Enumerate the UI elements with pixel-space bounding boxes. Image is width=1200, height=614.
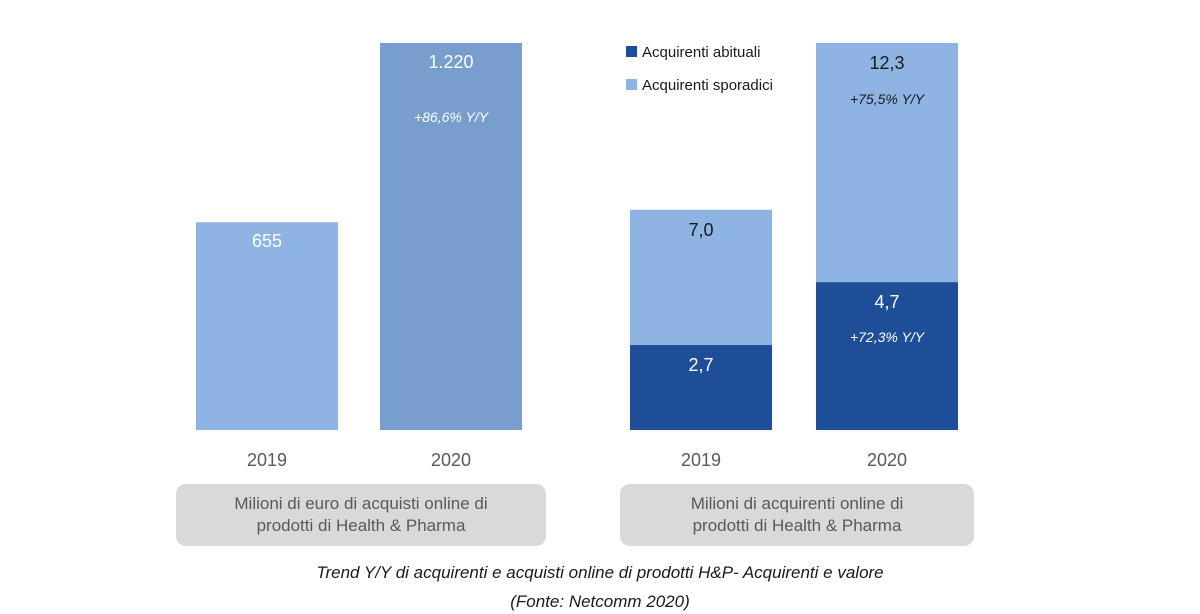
x-tick-label-2020: 2020 — [431, 450, 471, 470]
x-tick-label-2019: 2019 — [247, 450, 287, 470]
label-box-value-line2: prodotti di Health & Pharma — [257, 516, 466, 535]
growth-annotation-total: +75,5% Y/Y — [850, 91, 926, 107]
caption-source: (Fonte: Netcomm 2020) — [510, 592, 690, 611]
data-label-total-2019: 7,0 — [688, 220, 713, 240]
data-label-abituali-2019: 2,7 — [688, 355, 713, 375]
legend-swatch-sporadici — [626, 79, 637, 90]
label-box-buyers-line1: Milioni di acquirenti online di — [691, 494, 904, 513]
data-label-abituali-2020: 4,7 — [874, 292, 899, 312]
growth-annotation-abituali: +72,3% Y/Y — [850, 329, 926, 345]
chart-svg: 655 2019 1.220 2020 +86,6% Y/Y Milioni di eur… — [176, 43, 974, 546]
label-box-buyers — [620, 484, 974, 546]
bar-sporadici-2020 — [816, 43, 958, 283]
label-box-value — [176, 484, 546, 546]
label-box-value-line1: Milioni di euro di acquisti online di — [234, 494, 487, 513]
bar-value-2020 — [380, 43, 522, 430]
data-label-value-2019: 655 — [252, 231, 282, 251]
x-tick-label-buyers-2019: 2019 — [681, 450, 721, 470]
bar-value-2019 — [196, 222, 338, 430]
caption-title: Trend Y/Y di acquirenti e acquisti onlin… — [316, 563, 884, 582]
legend-label-sporadici: Acquirenti sporadici — [642, 77, 773, 94]
legend-swatch-abituali — [626, 46, 637, 57]
legend-label-abituali: Acquirenti abituali — [642, 44, 760, 61]
data-label-value-2020: 1.220 — [428, 52, 473, 72]
bar-sporadici-2019 — [630, 209, 772, 346]
bar-abituali-2019 — [630, 345, 772, 430]
label-box-buyers-line2: prodotti di Health & Pharma — [693, 516, 902, 535]
data-label-total-2020: 12,3 — [869, 53, 904, 73]
x-tick-label-buyers-2020: 2020 — [867, 450, 907, 470]
growth-annotation-value: +86,6% Y/Y — [414, 109, 490, 125]
bar-abituali-2020 — [816, 282, 958, 430]
